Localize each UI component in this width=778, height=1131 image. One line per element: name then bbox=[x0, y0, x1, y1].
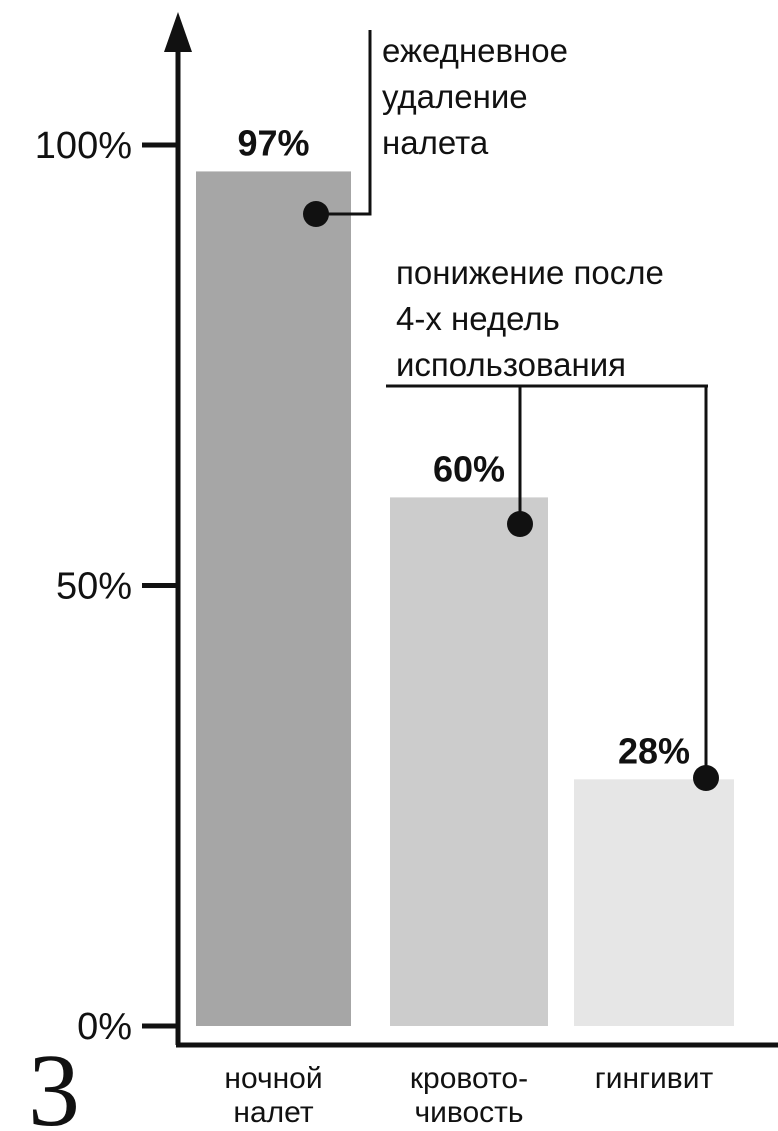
y-axis-arrow-icon bbox=[164, 12, 192, 52]
value-label-2: 28% bbox=[618, 730, 690, 771]
annotation-0-leader bbox=[316, 30, 372, 216]
annotation-0-marker bbox=[303, 201, 329, 227]
annotations: ежедневное удаление налета понижение после 4… bbox=[303, 30, 719, 791]
bars-layer bbox=[196, 171, 734, 1026]
category-label-1-1: чивость bbox=[414, 1096, 523, 1129]
bar-1 bbox=[390, 497, 548, 1026]
annotation-1-marker-bar-2 bbox=[693, 765, 719, 791]
y-tick-label-2: 100% bbox=[35, 125, 132, 167]
annotation-0-line-1: удаление bbox=[382, 78, 528, 115]
y-tick-label-1: 50% bbox=[56, 566, 132, 608]
category-label-2-0: гингивит bbox=[595, 1062, 714, 1095]
category-label-0-0: ночной bbox=[224, 1062, 322, 1095]
annotation-1-marker-bar-1 bbox=[507, 511, 533, 537]
annotation-1-line-2: использования bbox=[396, 346, 626, 383]
bar-0 bbox=[196, 171, 351, 1026]
annotation-1-line-1: 4-х недель bbox=[396, 300, 560, 337]
category-label-0-1: налет bbox=[233, 1096, 313, 1129]
y-tick-label-0: 0% bbox=[77, 1006, 132, 1048]
value-label-0: 97% bbox=[237, 122, 309, 163]
value-label-1: 60% bbox=[433, 448, 505, 489]
figure-number: 3 bbox=[28, 1033, 80, 1131]
category-label-1-0: кровото- bbox=[410, 1062, 528, 1095]
annotation-1-line-0: понижение после bbox=[396, 254, 664, 291]
y-ticks: 0% 50% 100% bbox=[35, 125, 178, 1048]
annotation-0-line-0: ежедневное bbox=[382, 32, 568, 69]
annotation-0-line-2: налета bbox=[382, 124, 489, 161]
bar-2 bbox=[574, 779, 734, 1026]
